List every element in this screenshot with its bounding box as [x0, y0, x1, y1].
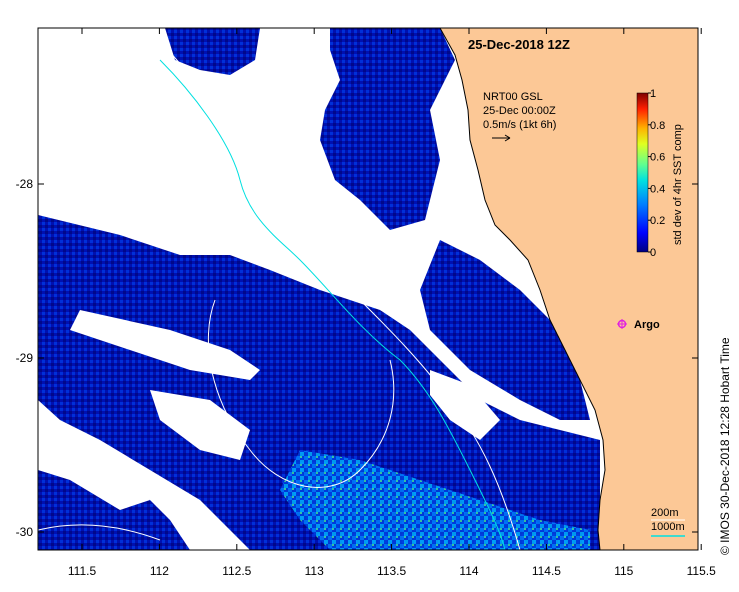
sst-patch-east-coast [420, 240, 590, 420]
sst-patch-north-west [165, 28, 260, 75]
x-tick-label: 114.5 [532, 564, 561, 578]
cloud-gap [150, 390, 250, 460]
x-tick-label: 115 [614, 564, 633, 578]
current-info-line2: 25-Dec 00:00Z [483, 105, 556, 117]
colorbar [636, 92, 649, 253]
argo-label: Argo [634, 319, 660, 331]
contour-200m [154, 28, 521, 550]
cloud-gap [38, 430, 150, 510]
argo-marker-icon [617, 319, 627, 329]
contour-1000m [159, 59, 506, 550]
colorbar-tick-label: 1 [650, 88, 656, 100]
sst-patch-north [320, 28, 455, 230]
cloud-gap [430, 370, 500, 440]
colorbar-tick-label: 0.4 [650, 183, 665, 195]
land-area [439, 28, 698, 550]
depth-legend-label-1000m: 1000m [651, 521, 685, 533]
cloud-gap [70, 310, 260, 380]
sst-layer [38, 28, 698, 550]
x-tick-label: 111.5 [68, 564, 97, 578]
x-tick-label: 115.5 [687, 564, 716, 578]
current-info-line3: 0.5m/s (1kt 6h) [483, 119, 556, 131]
current-info-line1: NRT00 GSL [483, 91, 543, 103]
current-scale-arrow-icon [492, 134, 511, 142]
x-tick-label: 113.5 [377, 564, 406, 578]
depth-legend-label-200m: 200m [651, 507, 679, 519]
colorbar-label: std dev of 4hr SST comp [672, 124, 684, 245]
colorbar-tick-label: 0.6 [650, 152, 665, 164]
contour-loop [207, 299, 395, 488]
x-tick-label: 114 [459, 564, 478, 578]
plot-frame [37, 27, 699, 551]
map-title: 25-Dec-2018 12Z [468, 37, 570, 52]
y-tick-label: -30 [16, 525, 34, 539]
imos-credit: © IMOS 30-Dec-2018 12:28 Hobart Time [718, 337, 732, 555]
contour-southwest [38, 524, 161, 541]
y-tick-label: -28 [16, 177, 34, 191]
sst-patch-main [38, 215, 600, 550]
y-axis: -28 -29 -30 [16, 177, 698, 539]
colorbar-ticks: 0 0.2 0.4 0.6 0.8 1 [648, 88, 665, 259]
x-axis: 111.5 112 112.5 113 113.5 114 114.5 115 115.5 [68, 28, 716, 578]
colorbar-tick-label: 0.8 [650, 120, 665, 132]
colorbar-tick-label: 0 [650, 247, 656, 259]
x-tick-label: 112.5 [222, 564, 251, 578]
x-tick-label: 112 [150, 564, 169, 578]
x-tick-label: 113 [305, 564, 324, 578]
colorbar-tick-label: 0.2 [650, 215, 665, 227]
y-tick-label: -29 [16, 351, 34, 365]
